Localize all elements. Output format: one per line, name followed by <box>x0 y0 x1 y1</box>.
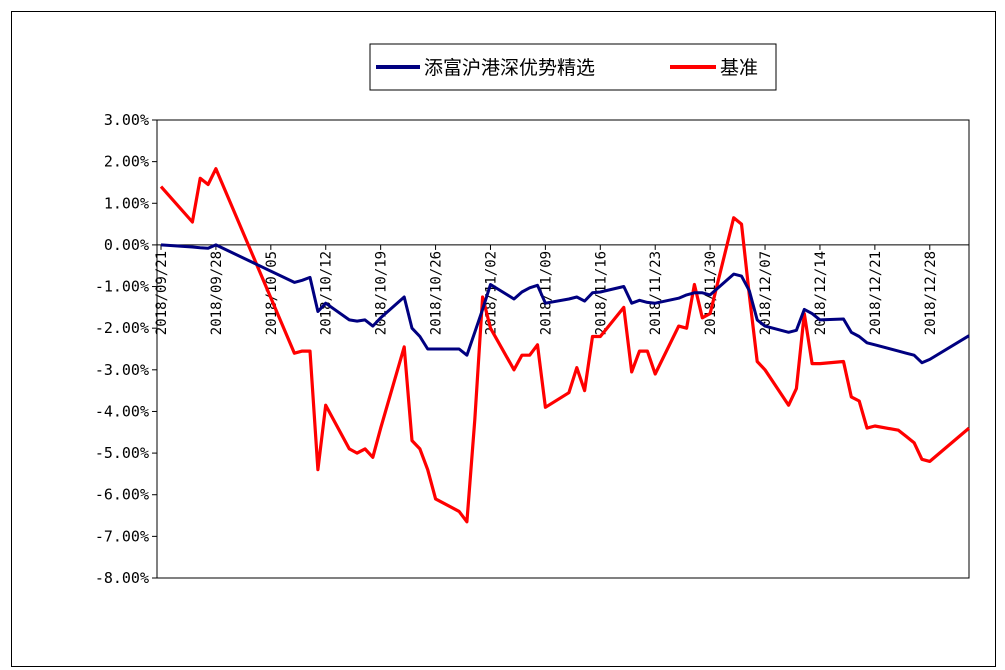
y-tick-label: -4.00% <box>95 402 149 420</box>
legend-label-fund: 添富沪港深优势精选 <box>424 57 595 79</box>
x-tick-label: 2018/09/21 <box>154 251 170 335</box>
y-tick-label: -6.00% <box>95 486 149 504</box>
plot-area <box>156 119 970 579</box>
x-tick-label: 2018/10/12 <box>319 251 335 335</box>
x-tick-label: 2018/09/28 <box>209 251 225 335</box>
y-tick-label: 2.00% <box>104 153 149 171</box>
x-tick-label: 2018/10/05 <box>264 251 280 335</box>
y-tick-label: -2.00% <box>95 319 149 337</box>
x-tick-label: 2018/11/02 <box>483 251 499 335</box>
series-line-benchmark <box>159 167 971 524</box>
x-tick-label: 2018/12/28 <box>923 251 939 335</box>
y-tick-label: -8.00% <box>95 569 149 587</box>
y-tick-label: -1.00% <box>95 278 149 296</box>
y-tick-label: -5.00% <box>95 444 149 462</box>
legend-label-benchmark: 基准 <box>720 57 758 79</box>
x-tick-label: 2018/12/07 <box>758 251 774 335</box>
x-tick-label: 2018/12/21 <box>868 251 884 335</box>
series-line-fund <box>160 243 970 365</box>
y-tick-label: 0.00% <box>104 236 149 254</box>
chart-frame <box>11 11 996 667</box>
x-tick-label: 2018/12/14 <box>813 251 829 335</box>
y-axis: 3.00% 2.00% 1.00% 0.00% -1.00% -2.00% -3.00% -4… <box>95 111 157 587</box>
y-tick-label: -3.00% <box>95 361 149 379</box>
x-axis: 2018/09/21 2018/09/28 2018/10/05 2018/10/12… <box>154 244 939 335</box>
x-tick-label: 2018/10/26 <box>429 251 445 335</box>
y-tick-label: 3.00% <box>104 111 149 129</box>
series-group <box>159 167 971 524</box>
y-tick-label: -7.00% <box>95 527 149 545</box>
y-tick-label: 1.00% <box>104 194 149 212</box>
x-tick-label: 2018/11/09 <box>538 251 554 335</box>
x-tick-label: 2018/11/23 <box>648 251 664 335</box>
